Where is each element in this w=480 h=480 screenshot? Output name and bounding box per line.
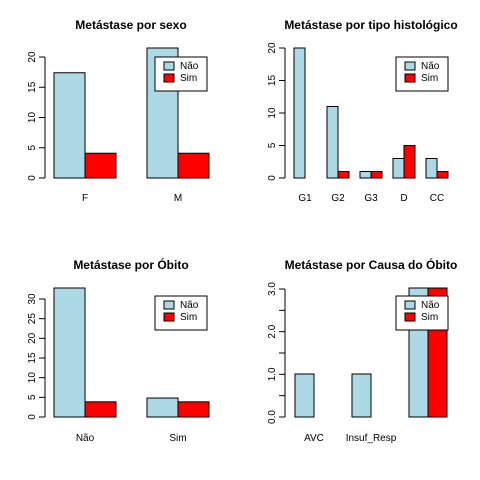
legend-label: Sim xyxy=(421,312,438,323)
x-tick-label: Insuf_Resp xyxy=(346,433,397,444)
x-tick-label: G1 xyxy=(298,193,312,204)
y-tick-label: 3.0 xyxy=(267,282,278,296)
y-tick-label: 10 xyxy=(27,372,38,384)
x-tick-label: M xyxy=(174,193,182,204)
bar-sim xyxy=(177,152,210,179)
bar-sim xyxy=(370,171,383,179)
chart-title: Metástase por tipo histológico xyxy=(284,18,457,32)
y-tick-label: 15 xyxy=(267,75,278,87)
y-tick-label: 10 xyxy=(267,107,278,119)
y-tick-label: 0.0 xyxy=(267,410,278,424)
bar-nao xyxy=(53,72,86,179)
legend-label: Não xyxy=(180,300,199,311)
chart-title: Metástase por sexo xyxy=(75,18,186,32)
legend-swatch-sim xyxy=(404,73,416,83)
bar-sim xyxy=(84,401,117,418)
legend-swatch-nao xyxy=(404,61,416,71)
y-tick-label: 20 xyxy=(27,51,38,63)
legend-swatch-sim xyxy=(404,312,416,322)
chart-title: Metástase por Causa do Óbito xyxy=(285,257,458,272)
y-tick-label: 20 xyxy=(27,332,38,344)
legend-swatch-nao xyxy=(163,61,175,71)
legend-label: Sim xyxy=(180,73,197,84)
legend-label: Não xyxy=(421,61,440,72)
y-tick-label: 15 xyxy=(27,352,38,364)
y-tick-label: 30 xyxy=(27,293,38,305)
bar-nao xyxy=(146,397,179,418)
legend-label: Sim xyxy=(421,73,438,84)
legend-swatch-sim xyxy=(163,312,175,322)
chart-panel-4: Metástase por Causa do Óbito 0.0 1.0 2.0 3.0… xyxy=(267,257,457,444)
legend-swatch-sim xyxy=(163,73,175,83)
y-tick-label: 5 xyxy=(27,145,38,151)
bar-sim xyxy=(436,171,449,179)
legend-swatch-nao xyxy=(163,300,175,310)
x-tick-label: AVC xyxy=(304,433,324,444)
y-tick-label: 20 xyxy=(267,42,278,54)
bar-nao xyxy=(351,373,372,418)
legend-label: Não xyxy=(180,61,199,72)
chart-title: Metástase por Óbito xyxy=(73,257,188,272)
x-tick-label: D xyxy=(400,193,407,204)
x-tick-label: G2 xyxy=(331,193,345,204)
y-tick-label: 0 xyxy=(267,175,278,181)
y-tick-label: 5 xyxy=(267,142,278,148)
bar-nao xyxy=(425,158,438,179)
bar-sim xyxy=(337,171,350,179)
bar-sim xyxy=(403,145,416,179)
bar-nao xyxy=(359,171,372,179)
legend-label: Não xyxy=(421,300,440,311)
y-tick-label: 25 xyxy=(27,313,38,325)
x-tick-label: Não xyxy=(76,433,95,444)
y-tick-label: 0 xyxy=(27,414,38,420)
bar-sim xyxy=(84,152,117,179)
bar-nao xyxy=(294,373,315,418)
bar-nao xyxy=(53,287,86,418)
bar-nao xyxy=(392,158,405,179)
y-tick-label: 10 xyxy=(27,112,38,124)
y-tick-label: 15 xyxy=(27,81,38,93)
bar-nao xyxy=(326,106,339,179)
y-tick-label: 1.0 xyxy=(267,367,278,381)
y-tick-label: 2.0 xyxy=(267,324,278,338)
x-tick-label: G3 xyxy=(364,193,378,204)
bar-nao xyxy=(293,47,306,179)
legend-swatch-nao xyxy=(404,300,416,310)
legend-box xyxy=(154,56,208,92)
chart-panel-2: Metástase por tipo histológico 0 5 10 15 20 G1… xyxy=(267,18,458,204)
x-tick-label: CC xyxy=(430,193,444,204)
legend-label: Sim xyxy=(180,312,197,323)
y-tick-label: 0 xyxy=(27,175,38,181)
x-tick-label: Sim xyxy=(169,433,186,444)
x-tick-label: F xyxy=(82,193,88,204)
bar-sim xyxy=(177,401,210,418)
y-tick-label: 5 xyxy=(27,394,38,400)
